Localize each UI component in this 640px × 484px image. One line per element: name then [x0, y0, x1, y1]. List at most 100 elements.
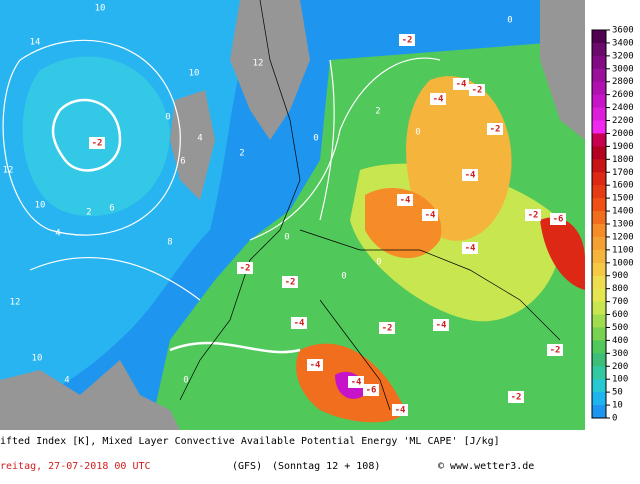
colorbar-swatch — [592, 185, 606, 199]
colorbar-label: 1700 — [612, 168, 634, 178]
colorbar-label: 3400 — [612, 38, 634, 48]
contour-label: 0 — [165, 113, 170, 123]
colorbar-label: 1400 — [612, 207, 634, 217]
contour-label: -2 — [511, 393, 522, 403]
contour-label: 0 — [183, 376, 188, 386]
colorbar-swatch — [592, 262, 606, 277]
colorbar-swatch — [592, 379, 606, 393]
label-box — [508, 391, 524, 403]
contour-label: -4 — [294, 319, 305, 329]
contour-label: -2 — [92, 139, 103, 149]
colorbar-swatch — [592, 366, 606, 380]
contour-label: -2 — [528, 211, 539, 221]
contour-label: -2 — [402, 36, 413, 46]
colorbar-label: 1200 — [612, 232, 634, 242]
colorbar-swatch — [592, 81, 606, 96]
colorbar-label: 3200 — [612, 51, 634, 61]
label-box — [399, 34, 415, 46]
label-box — [397, 194, 413, 206]
colorbar-swatch — [592, 94, 606, 109]
contour-label: -4 — [395, 406, 406, 416]
contour-label: 12 — [10, 298, 21, 308]
contour-label: -6 — [553, 215, 564, 225]
colorbar-label: 1500 — [612, 194, 634, 204]
colorbar-swatch — [592, 211, 606, 225]
cape-zone — [22, 56, 170, 217]
land — [0, 360, 180, 430]
colorbar-swatch — [592, 353, 606, 367]
label-box — [363, 384, 379, 396]
label-box — [487, 123, 503, 135]
label-box — [89, 137, 105, 149]
land — [170, 90, 215, 200]
forecast-run: (Sonntag 12 + 108) — [272, 461, 380, 472]
contour-label: 0 — [507, 16, 512, 26]
cape-orange — [365, 187, 442, 259]
contour-label: -4 — [400, 196, 411, 206]
land — [540, 0, 585, 140]
colorbar-label: 300 — [612, 349, 628, 359]
credit: © www.wetter3.de — [438, 461, 534, 472]
contour-label: -4 — [351, 378, 362, 388]
colorbar-label: 2600 — [612, 90, 634, 100]
contour-label: -2 — [472, 86, 483, 96]
colorbar: 3600340032003000280026002400220020001900… — [591, 26, 634, 424]
contour-label: -2 — [550, 346, 561, 356]
label-box — [547, 344, 563, 356]
colorbar-label: 1800 — [612, 155, 634, 165]
contour-label: 0 — [415, 128, 420, 138]
label-box — [379, 322, 395, 334]
colorbar-swatch — [592, 42, 606, 57]
colorbar-swatch — [592, 314, 606, 328]
label-box — [433, 319, 449, 331]
colorbar-label: 400 — [612, 336, 628, 346]
colorbar-label: 2800 — [612, 77, 634, 87]
contour-label: -4 — [310, 361, 321, 371]
label-box — [550, 213, 566, 225]
colorbar-label: 500 — [612, 323, 628, 333]
contour-label: -4 — [425, 211, 436, 221]
colorbar-label: 50 — [612, 388, 623, 398]
colorbar-swatch — [592, 327, 606, 341]
colorbar-swatch — [592, 275, 606, 290]
colorbar-label: 0 — [612, 414, 617, 424]
colorbar-label: 200 — [612, 362, 628, 372]
contour-label: 4 — [64, 376, 69, 386]
colorbar-label: 800 — [612, 284, 628, 294]
label-box — [453, 78, 469, 90]
contour-label: -2 — [382, 324, 393, 334]
contour-label: -2 — [490, 125, 501, 135]
contour-label: 0 — [284, 233, 289, 243]
contour-label: 6 — [109, 204, 114, 214]
colorbar-swatch — [592, 249, 606, 264]
colorbar-label: 3000 — [612, 64, 634, 74]
colorbar-label: 1000 — [612, 258, 634, 268]
colorbar-swatch — [592, 288, 606, 303]
valid-date: reitag, 27-07-2018 00 UTC — [0, 461, 151, 472]
contour-label: -4 — [433, 95, 444, 105]
isolines — [2, 39, 441, 354]
colorbar-swatch — [592, 340, 606, 354]
contour-label: 10 — [32, 354, 43, 364]
colorbar-swatch — [592, 224, 606, 238]
colorbar-label: 600 — [612, 310, 628, 320]
colorbar-swatch — [592, 392, 606, 406]
colorbar-swatch — [592, 120, 606, 134]
contour-label: -2 — [285, 278, 296, 288]
contour-label: -4 — [465, 244, 476, 254]
colorbar-swatch — [592, 159, 606, 173]
label-box — [462, 242, 478, 254]
contour-label: 10 — [189, 69, 200, 79]
label-box — [348, 376, 364, 388]
contour-label: 0 — [313, 134, 318, 144]
contour-label: -4 — [465, 171, 476, 181]
contour-label: 10 — [35, 201, 46, 211]
colorbar-label: 1900 — [612, 142, 634, 152]
colorbar-label: 10 — [612, 401, 623, 411]
contour-label: 6 — [180, 157, 185, 167]
contour-label: 12 — [253, 59, 264, 69]
label-box — [237, 262, 253, 274]
colorbar-swatch — [592, 133, 606, 147]
coastlines — [179, 0, 561, 411]
